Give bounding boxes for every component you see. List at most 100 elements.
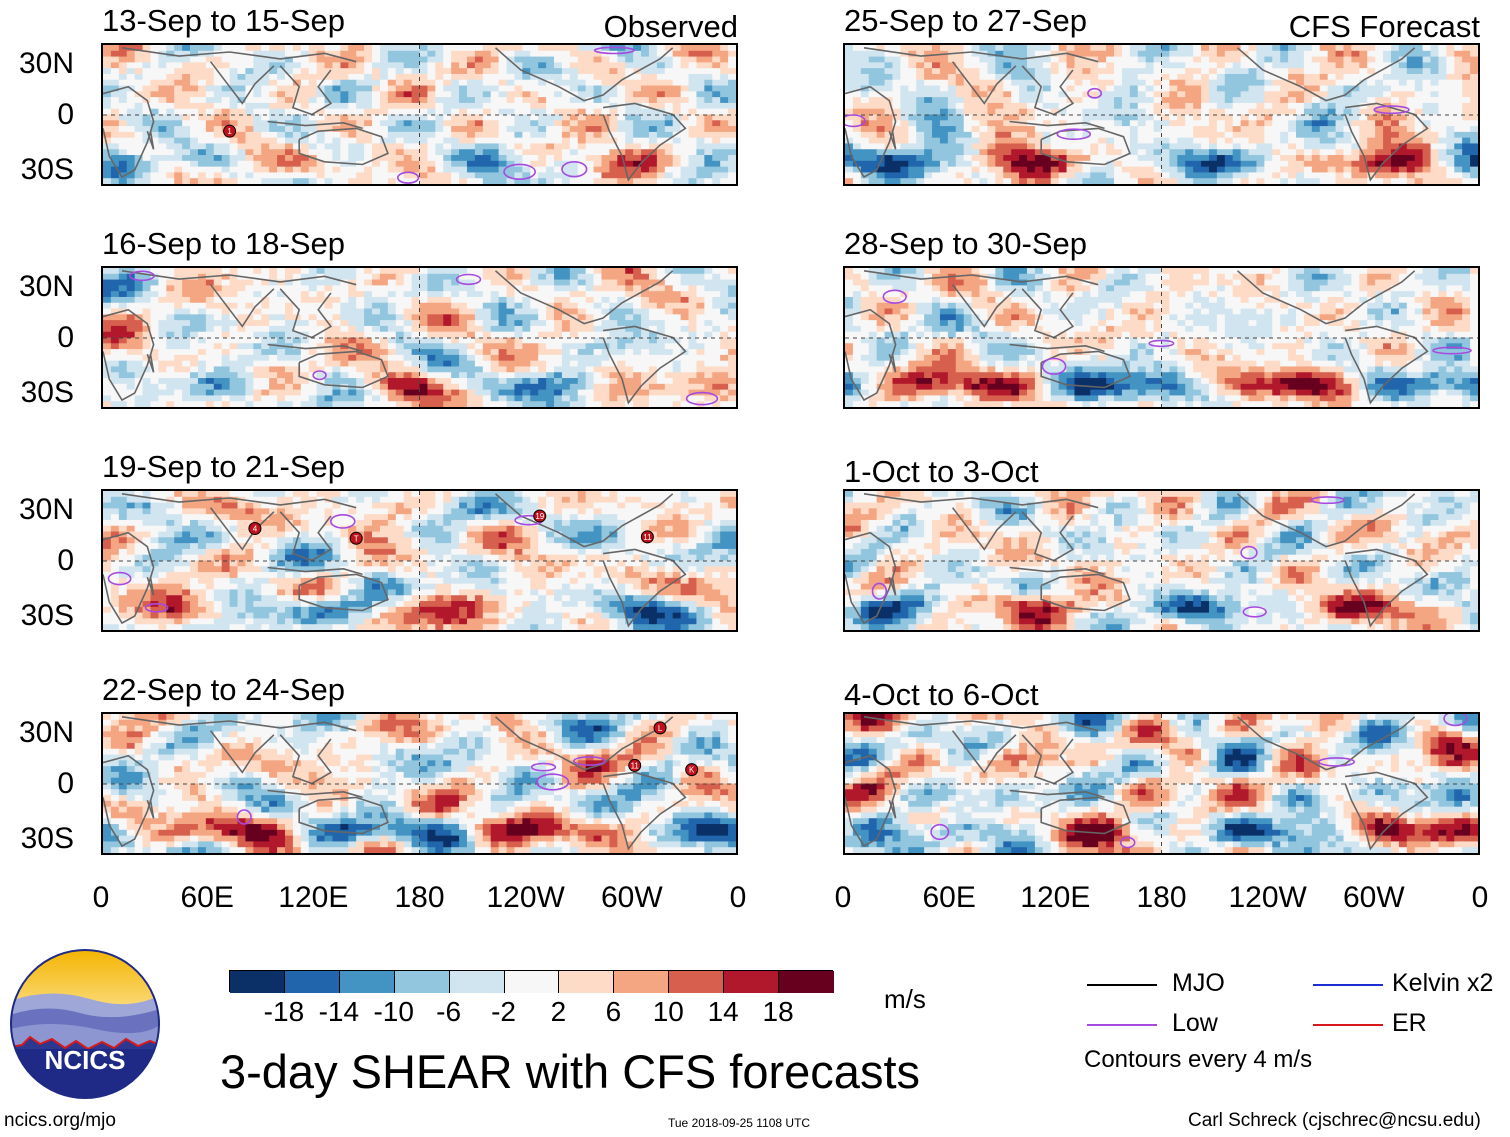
panel-title-4: 22-Sep to 24-Sep: [102, 672, 346, 707]
colorbar-tick-label: 6: [605, 996, 622, 1027]
shear-field: [845, 714, 1478, 853]
storm-marker: T: [349, 531, 363, 545]
coastline: [209, 284, 275, 328]
lon-tick-label: 60W: [1342, 881, 1405, 914]
colorbar-cell: [449, 971, 505, 993]
coastline: [845, 85, 897, 179]
lat-tick-label: 0: [57, 98, 74, 131]
lat-tick-label: 30S: [20, 376, 74, 409]
coastline: [121, 493, 357, 509]
legend-er-label: ER: [1392, 1009, 1427, 1037]
low-contour: [129, 270, 155, 282]
storm-label: 1: [227, 127, 232, 136]
coastline: [494, 716, 674, 771]
panel-title-5: 25-Sep to 27-Sep: [844, 3, 1088, 38]
colorbar-tick-label: 10: [652, 996, 684, 1027]
observed-label: Observed: [603, 9, 738, 44]
coastline: [1236, 270, 1416, 325]
low-contour: [330, 513, 356, 529]
colorbar-tick-label: -18: [263, 996, 305, 1027]
colorbar-cell: [284, 971, 340, 993]
coastline: [1236, 47, 1416, 102]
footer-url[interactable]: ncics.org/mjo: [4, 1110, 116, 1131]
low-contour: [312, 370, 327, 381]
shear-field: [845, 491, 1478, 630]
coastline: [209, 730, 275, 774]
footer-timestamp: Tue 2018-09-25 1108 UTC: [668, 1116, 811, 1130]
lat-tick-label: 30N: [18, 270, 74, 303]
coastline: [103, 308, 155, 402]
legend-kelvin-label: Kelvin x2: [1392, 969, 1494, 997]
coastline: [602, 325, 687, 405]
coastline: [1009, 120, 1105, 130]
lon-tick-label: 120W: [486, 881, 565, 914]
coastline: [209, 61, 275, 105]
legend-kelvin-line: [1313, 984, 1383, 986]
coastline: [298, 573, 389, 612]
legend-mjo-line: [1087, 984, 1157, 986]
colorbar-tick-label: 14: [707, 996, 739, 1027]
shear-map-panel-3: 4 T 19 11: [101, 489, 738, 632]
units-label: m/s: [884, 984, 926, 1014]
logo-text: NCICS: [45, 1045, 126, 1075]
low-contour: [1119, 836, 1136, 849]
storm-marker: K: [685, 763, 699, 777]
contour-note: Contours every 4 m/s: [1084, 1046, 1313, 1073]
shear-field: [103, 268, 736, 407]
coastline: [121, 716, 357, 732]
shear-map-panel-6: [843, 266, 1480, 409]
shear-map-panel-1: 1: [101, 43, 738, 186]
ncics-logo: NCICS: [10, 949, 160, 1099]
coastline: [951, 730, 1017, 774]
legend-mjo-label: MJO: [1172, 969, 1225, 997]
coastline: [1344, 325, 1429, 405]
panel-title-7: 1-Oct to 3-Oct: [844, 454, 1039, 489]
coastline: [845, 531, 897, 625]
low-contour: [930, 823, 950, 841]
colorbar-cell: [394, 971, 450, 993]
coastline: [146, 353, 155, 373]
coastline: [267, 343, 363, 353]
colorbar-tick-label: 2: [550, 996, 567, 1027]
low-contour: [1373, 105, 1410, 115]
colorbar-cell: [779, 971, 834, 993]
low-contour: [397, 171, 420, 184]
coastline: [1344, 102, 1429, 182]
coastline: [121, 270, 357, 286]
lon-tick-label: 60W: [600, 881, 663, 914]
panel-title-8: 4-Oct to 6-Oct: [844, 677, 1039, 712]
low-contour: [535, 773, 570, 791]
shear-map-panel-2: [101, 266, 738, 409]
coastline: [298, 127, 389, 166]
shear-map-panel-8: [843, 712, 1480, 855]
lon-tick-label: 120E: [1020, 881, 1091, 914]
coastline: [146, 799, 155, 819]
coastline: [951, 61, 1017, 105]
coastline: [267, 120, 363, 130]
coastline: [298, 796, 389, 835]
coastline: [951, 284, 1017, 328]
low-contour: [845, 114, 866, 128]
cfs-forecast-label: CFS Forecast: [1288, 9, 1480, 44]
coastline: [298, 350, 389, 389]
coastline: [888, 576, 897, 596]
lat-tick-label: 30S: [20, 822, 74, 855]
coastline: [888, 353, 897, 373]
storm-marker: 1: [223, 124, 237, 138]
legend-low-line: [1087, 1024, 1157, 1026]
lat-tick-label: 30N: [18, 47, 74, 80]
low-contour: [1318, 757, 1356, 767]
low-contour: [572, 756, 606, 766]
shear-map-panel-7: [843, 489, 1480, 632]
lon-tick-label: 0: [92, 881, 110, 914]
storm-marker: 11: [640, 530, 654, 544]
storm-marker: 11: [628, 758, 642, 772]
low-contour: [530, 762, 557, 772]
low-contour: [1087, 87, 1103, 99]
lon-tick-label: 180: [394, 881, 445, 914]
coastline: [267, 789, 363, 799]
coastline: [845, 754, 897, 848]
coastline: [1009, 566, 1105, 576]
lon-tick-label: 120E: [278, 881, 349, 914]
low-contour: [1242, 606, 1267, 618]
